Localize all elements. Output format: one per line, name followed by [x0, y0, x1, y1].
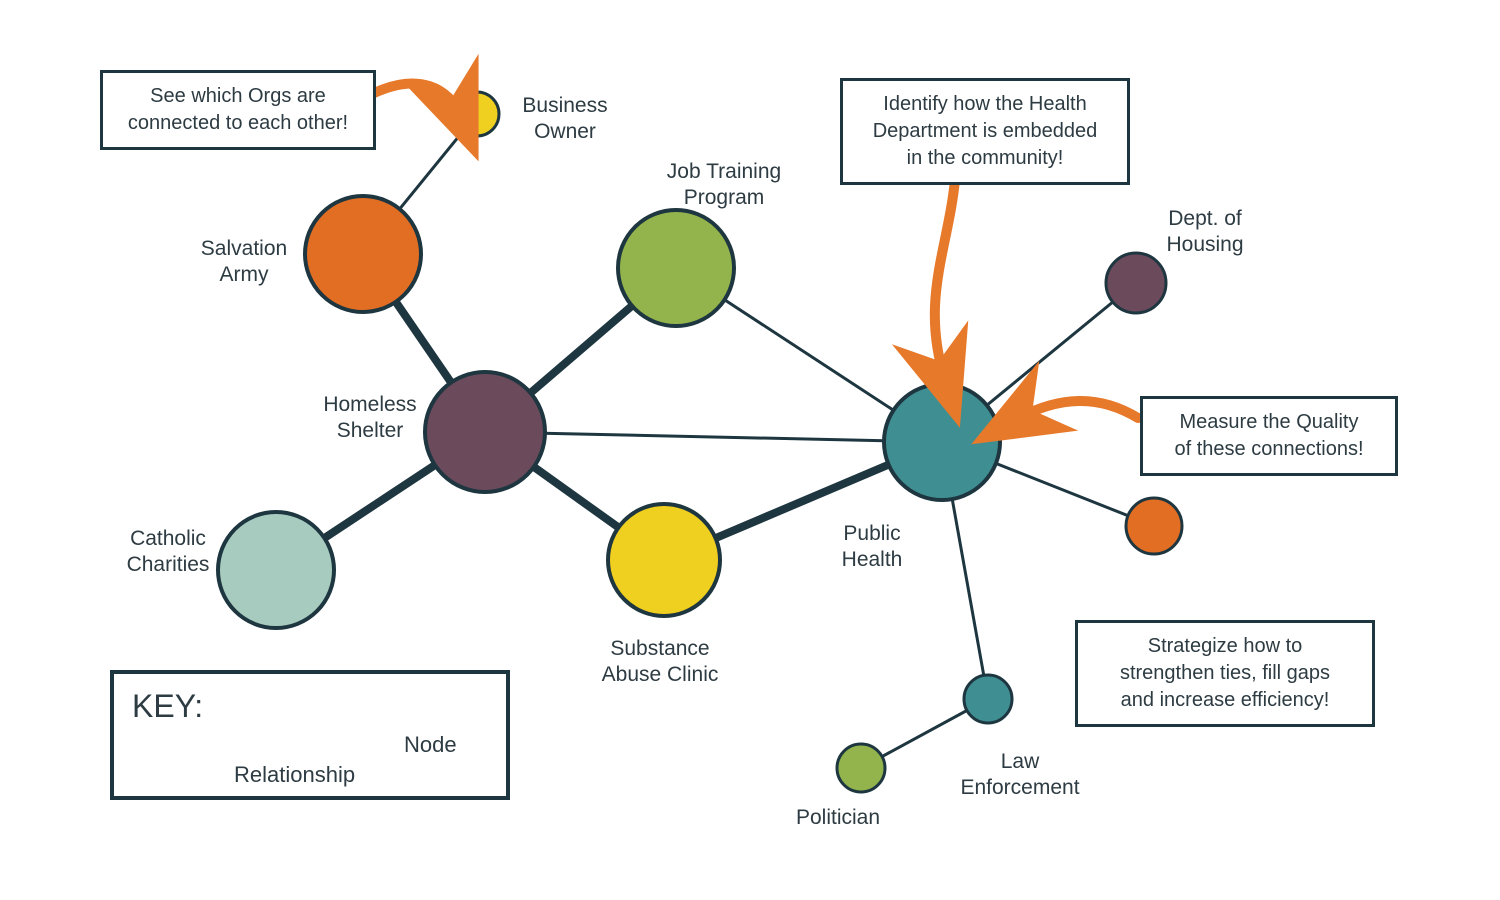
annotation-arrow [1015, 401, 1138, 420]
legend-box: KEY: Relationship Node [110, 670, 510, 800]
diagram-stage: See which Orgs are connected to each oth… [0, 0, 1500, 900]
node-label-homeless_shelter: Homeless Shelter [323, 392, 416, 445]
node-politician [837, 744, 885, 792]
legend-node-label: Node [404, 732, 457, 758]
callout-text: See which Orgs are connected to each oth… [128, 85, 348, 134]
node-dept_housing [1106, 253, 1166, 313]
node-substance [608, 504, 720, 616]
node-label-salvation_army: Salvation Army [201, 236, 287, 289]
node-label-substance: Substance Abuse Clinic [602, 636, 719, 689]
callout-text: Strategize how to strengthen ties, fill … [1120, 635, 1330, 711]
node-catholic [218, 512, 334, 628]
node-unnamed_orange [1126, 498, 1182, 554]
annotation-arrow [935, 180, 955, 380]
annotation-arrow [370, 84, 460, 115]
callout-orgs-connected: See which Orgs are connected to each oth… [100, 70, 376, 150]
legend-title: KEY: [132, 688, 203, 725]
node-label-public_health: Public Health [842, 521, 903, 574]
node-law_enforcement [964, 675, 1012, 723]
node-job_training [618, 210, 734, 326]
callout-measure-quality: Measure the Quality of these connections… [1140, 396, 1398, 476]
node-label-business_owner: Business Owner [522, 93, 607, 146]
node-label-politician: Politician [796, 805, 880, 831]
node-label-catholic: Catholic Charities [127, 526, 210, 579]
callout-health-embedded: Identify how the Health Department is em… [840, 78, 1130, 185]
edge-homeless_shelter-public_health [485, 432, 942, 442]
node-label-dept_housing: Dept. of Housing [1166, 206, 1243, 259]
node-label-job_training: Job Training Program [667, 159, 781, 212]
legend-relationship-label: Relationship [234, 762, 355, 788]
node-label-law_enforcement: Law Enforcement [960, 749, 1079, 802]
node-salvation_army [305, 196, 421, 312]
node-public_health [884, 384, 1000, 500]
callout-text: Measure the Quality of these connections… [1174, 411, 1363, 460]
callout-text: Identify how the Health Department is em… [873, 93, 1098, 169]
callout-strategize: Strategize how to strengthen ties, fill … [1075, 620, 1375, 727]
node-homeless_shelter [425, 372, 545, 492]
